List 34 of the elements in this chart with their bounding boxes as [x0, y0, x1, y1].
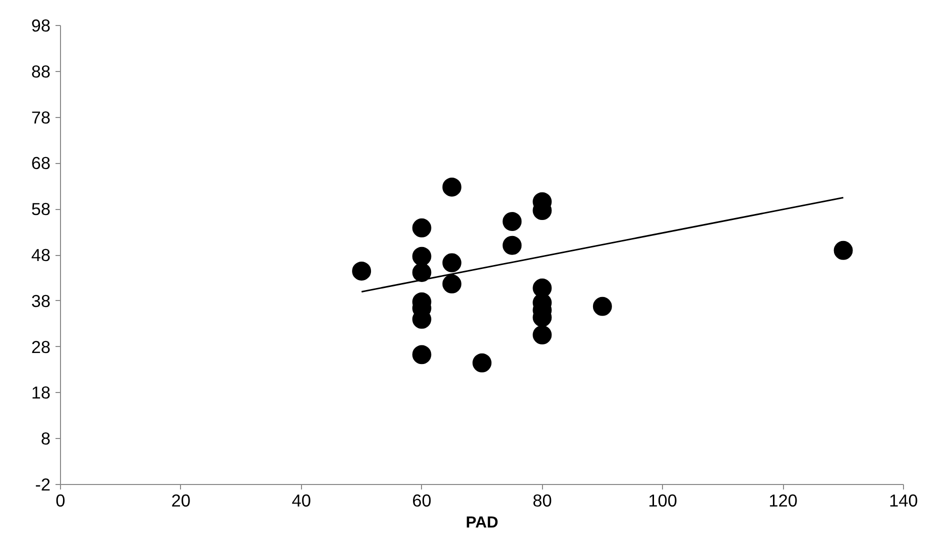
x-tick-label: 0 — [56, 490, 66, 510]
x-axis-title: PAD — [466, 514, 498, 532]
y-tick-label: -2 — [35, 474, 51, 494]
x-tick-label: 80 — [532, 490, 552, 510]
x-tick-label: 100 — [648, 490, 678, 510]
y-tick-label: 48 — [31, 245, 51, 265]
point — [412, 262, 432, 282]
x-tick-label: 140 — [889, 490, 918, 510]
point — [442, 178, 462, 197]
point — [502, 212, 522, 231]
x-tick-label: 60 — [412, 490, 432, 510]
x-tick-label: 20 — [171, 490, 191, 510]
y-tick-label: 18 — [31, 382, 51, 403]
x-tick-label: 40 — [292, 490, 311, 510]
point — [592, 296, 612, 316]
y-tick-label: 98 — [31, 16, 51, 36]
point — [834, 240, 853, 260]
point — [412, 345, 432, 364]
y-tick-label: 8 — [40, 428, 51, 449]
y-tick-label: 38 — [31, 290, 51, 311]
y-tick-label: 28 — [31, 336, 51, 357]
x-tick-label: 120 — [768, 490, 798, 510]
point — [502, 236, 522, 255]
point — [412, 246, 432, 266]
point — [412, 218, 432, 238]
point — [472, 353, 492, 372]
point — [352, 262, 372, 281]
y-tick-label: 58 — [31, 199, 51, 220]
y-tick-label: 88 — [31, 61, 51, 82]
point — [442, 253, 462, 272]
point — [442, 274, 462, 294]
y-tick-label: 68 — [31, 153, 51, 174]
point — [532, 325, 552, 344]
y-tick-label: 78 — [31, 107, 51, 128]
